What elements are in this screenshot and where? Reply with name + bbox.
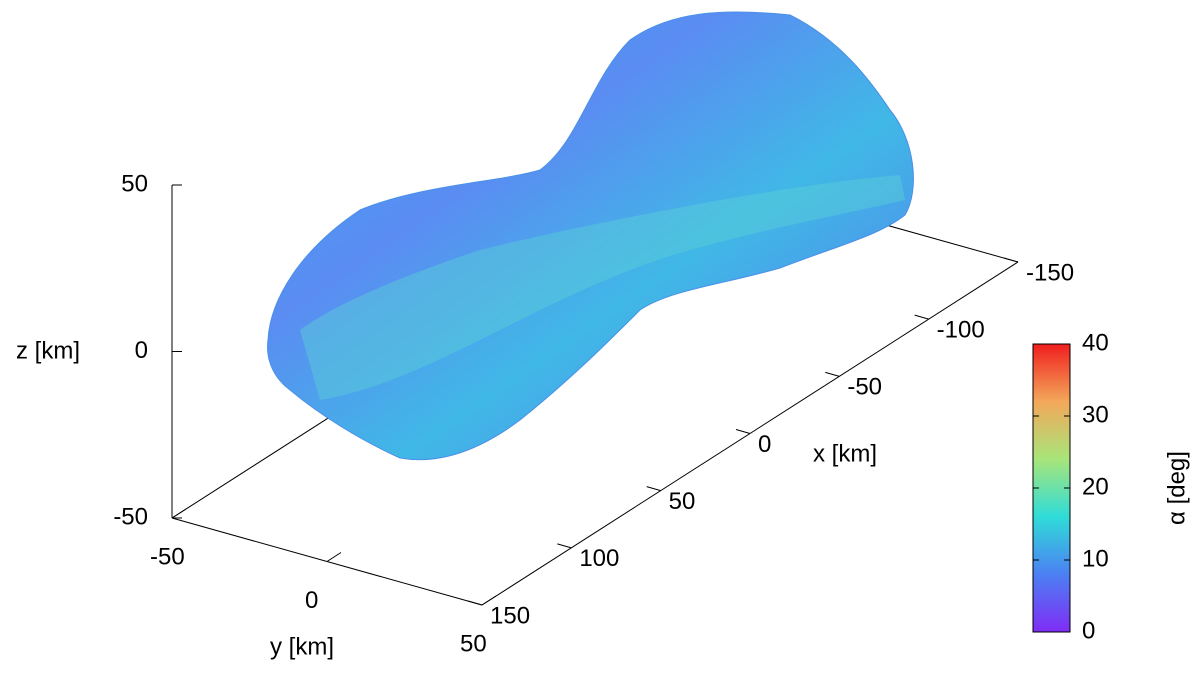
x-tick xyxy=(1003,257,1019,263)
x-tick xyxy=(557,543,572,549)
y-tick xyxy=(326,552,342,562)
z-tick-label: -50 xyxy=(113,503,148,530)
surface-highlight xyxy=(300,175,905,400)
colorbar-tick-label: 10 xyxy=(1082,545,1109,572)
y-axis-title: y [km] xyxy=(270,633,334,660)
x-tick-label: 50 xyxy=(669,488,696,515)
x-axis-title: x [km] xyxy=(813,440,877,467)
y-tick-label: 50 xyxy=(460,630,487,657)
y-tick xyxy=(171,508,187,519)
x-tick xyxy=(467,600,483,606)
x-tick xyxy=(825,371,840,377)
x-tick xyxy=(646,486,661,492)
asteroid-surface xyxy=(267,11,914,461)
x-tick-label: -150 xyxy=(1026,259,1074,286)
y-tick xyxy=(481,595,497,606)
x-tick-label: 100 xyxy=(579,545,619,572)
x-tick xyxy=(735,429,751,434)
z-axis-title: z [km] xyxy=(16,337,80,364)
colorbar xyxy=(1032,343,1071,633)
colorbar-tick-label: 20 xyxy=(1082,473,1109,500)
colorbar-title: α [deg] xyxy=(1163,451,1190,525)
x-tick-label: 150 xyxy=(490,602,530,629)
z-tick-label: 50 xyxy=(121,170,148,197)
x-tick-label: 0 xyxy=(758,431,771,458)
colorbar-tick-label: 40 xyxy=(1082,329,1109,356)
y-tick-label: 0 xyxy=(305,587,318,614)
x-tick-label: -50 xyxy=(847,374,882,401)
z-tick-label: 0 xyxy=(135,337,148,364)
colorbar-tick-label: 0 xyxy=(1082,617,1095,644)
y-tick-label: -50 xyxy=(150,543,185,570)
x-tick-label: -100 xyxy=(937,317,985,344)
colorbar-tick-label: 30 xyxy=(1082,401,1109,428)
x-tick xyxy=(914,314,929,320)
